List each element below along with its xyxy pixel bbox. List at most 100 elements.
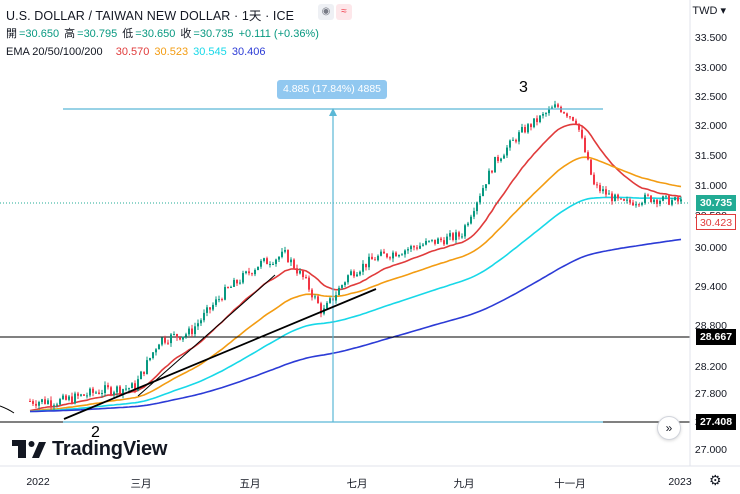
candle-body <box>533 118 535 128</box>
candle-body <box>230 286 232 288</box>
candle-body <box>389 257 391 259</box>
eye-icon[interactable]: ◉ <box>318 4 334 20</box>
tradingview-logo-icon <box>12 439 46 458</box>
candle-body <box>143 371 145 374</box>
candle-body <box>527 124 529 133</box>
candle-body <box>680 199 682 202</box>
candle-body <box>443 240 445 245</box>
candle-body <box>446 236 448 245</box>
candle-body <box>587 152 589 160</box>
ema50-line <box>29 156 682 412</box>
candle-body <box>521 127 523 133</box>
change-value: +0.111 (+0.36%) <box>238 28 319 40</box>
candle-body <box>413 246 415 248</box>
candle-body <box>620 198 622 200</box>
candle-body <box>266 258 268 265</box>
candle-body <box>179 337 181 340</box>
candle-body <box>623 199 625 201</box>
candle-body <box>197 323 199 327</box>
candle-body <box>203 312 205 321</box>
ema200-value: 30.406 <box>231 46 266 58</box>
candle-body <box>50 400 52 407</box>
y-tick-label: 31.000 <box>694 180 727 192</box>
measure-label[interactable]: 4.885 (17.84%) 4885 <box>277 80 387 99</box>
candle-body <box>68 396 70 400</box>
y-tick-label: 31.500 <box>694 150 727 162</box>
candle-body <box>407 249 409 251</box>
candle-body <box>224 287 226 300</box>
wave-label-2[interactable]: 2 <box>91 424 100 441</box>
candle-body <box>509 140 511 148</box>
ema50-value: 30.523 <box>154 46 189 58</box>
wave-curve <box>0 405 15 414</box>
candle-body <box>44 399 46 404</box>
candle-body <box>92 388 94 393</box>
candle-body <box>329 298 331 303</box>
wave-label-3[interactable]: 3 <box>519 79 528 96</box>
currency-selector[interactable]: TWD ▾ <box>692 4 726 17</box>
candle-body <box>638 204 640 206</box>
symbol-title[interactable]: U.S. DOLLAR / TAIWAN NEW DOLLAR · 1天 · I… <box>6 9 295 23</box>
candle-body <box>434 239 436 244</box>
candle-body <box>182 336 184 340</box>
candle-body <box>251 273 253 275</box>
candle-body <box>653 199 655 203</box>
candle-body <box>269 264 271 266</box>
candle-body <box>176 334 178 338</box>
candle-body <box>359 271 361 275</box>
candle-body <box>578 123 580 130</box>
candle-body <box>59 399 61 405</box>
candle-body <box>539 115 541 123</box>
candle-body <box>305 277 307 279</box>
candle-body <box>575 120 577 124</box>
candle-body <box>467 223 469 226</box>
candle-body <box>170 334 172 344</box>
wave-icon[interactable]: ≈ <box>336 4 352 20</box>
candle-body <box>212 304 214 310</box>
x-tick-label: 十一月 <box>554 478 586 490</box>
candle-body <box>368 256 370 268</box>
candle-body <box>626 199 628 201</box>
ema-legend[interactable]: EMA 20/50/100/200 30.570 30.523 30.545 3… <box>6 46 268 58</box>
candle-body <box>455 232 457 240</box>
ema100-line <box>29 196 681 413</box>
candle-body <box>350 271 352 276</box>
x-tick-label: 五月 <box>239 478 261 490</box>
scroll-to-realtime-button[interactable]: » <box>657 416 681 440</box>
candle-body <box>503 155 505 159</box>
candle-body <box>380 251 382 256</box>
candle-body <box>191 328 193 335</box>
candle-body <box>65 395 67 400</box>
x-tick-label: 2023 <box>668 476 692 488</box>
candle-body <box>341 285 343 288</box>
candle-body <box>605 189 607 195</box>
gear-icon[interactable]: ⚙ <box>709 472 722 488</box>
candle-body <box>119 386 121 395</box>
candle-body <box>137 379 139 391</box>
candle-body <box>530 124 532 128</box>
candle-body <box>374 259 376 261</box>
candle-body <box>479 195 481 203</box>
candle-body <box>416 247 418 249</box>
candle-body <box>89 388 91 396</box>
candle-body <box>284 250 286 252</box>
tradingview-logo[interactable]: TradingView <box>12 438 167 461</box>
candle-body <box>215 299 217 305</box>
candle-body <box>155 349 157 353</box>
candle-body <box>227 287 229 289</box>
candle-body <box>260 260 262 267</box>
candle-body <box>302 270 304 278</box>
candle-body <box>161 337 163 345</box>
candle-body <box>290 259 292 263</box>
candle-body <box>557 104 559 107</box>
candle-body <box>338 287 340 296</box>
candle-body <box>185 334 187 337</box>
x-tick-label: 七月 <box>346 478 368 490</box>
candle-body <box>200 320 202 324</box>
trend-line-steep <box>137 274 276 397</box>
candle-body <box>659 200 661 204</box>
candle-body <box>671 200 673 205</box>
x-tick-label: 2022 <box>26 476 50 488</box>
candle-body <box>386 253 388 258</box>
